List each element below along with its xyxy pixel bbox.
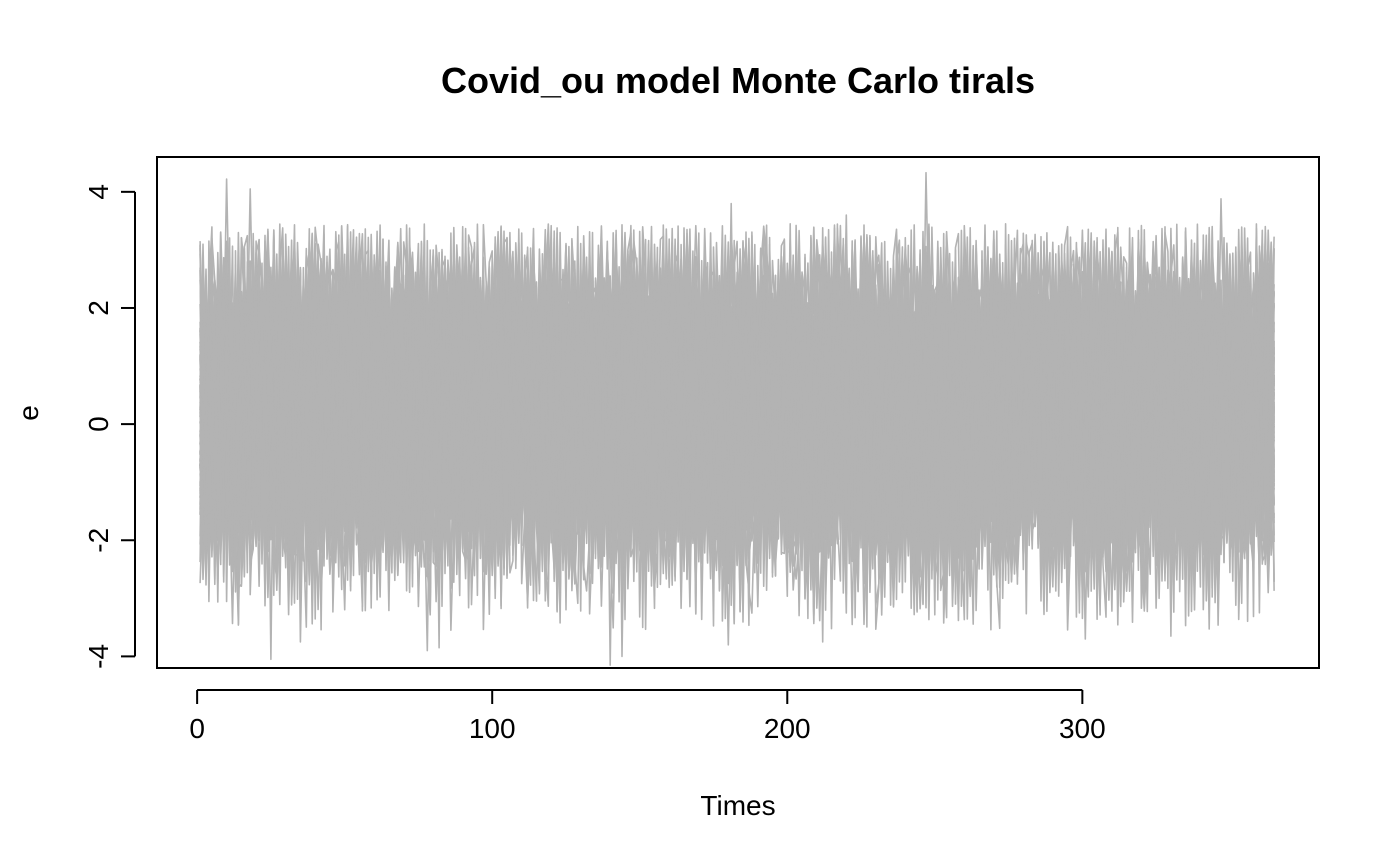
trial-line bbox=[199, 226, 1275, 607]
y-tick-label: -2 bbox=[83, 528, 114, 553]
trial-line bbox=[199, 223, 1275, 627]
chart-title: Covid_ou model Monte Carlo tirals bbox=[441, 60, 1035, 101]
x-tick-label: 100 bbox=[469, 713, 516, 744]
y-axis-label: e bbox=[13, 405, 44, 421]
x-tick-label: 0 bbox=[189, 713, 205, 744]
x-axis-label: Times bbox=[700, 790, 775, 821]
x-tick-label: 200 bbox=[764, 713, 811, 744]
monte-carlo-trials bbox=[199, 171, 1275, 666]
y-tick-label: 4 bbox=[83, 184, 114, 200]
plot-frame bbox=[156, 156, 1320, 669]
x-tick-label: 300 bbox=[1059, 713, 1106, 744]
x-axis: 0 100 200 300 bbox=[189, 689, 1106, 744]
y-tick-label: 0 bbox=[83, 416, 114, 432]
y-tick-label: 2 bbox=[83, 300, 114, 316]
y-axis: -4 -2 0 2 4 bbox=[83, 184, 136, 669]
y-tick-label: -4 bbox=[83, 644, 114, 669]
